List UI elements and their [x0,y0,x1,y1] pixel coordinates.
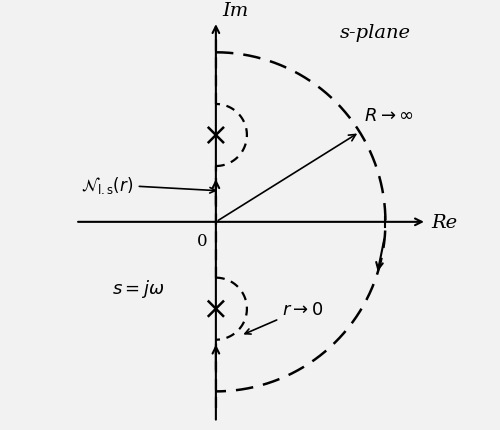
Text: s-plane: s-plane [340,24,411,42]
Text: $R \to \infty$: $R \to \infty$ [364,107,414,124]
Text: $\mathcal{N}_{\mathrm{l.s}}(r)$: $\mathcal{N}_{\mathrm{l.s}}(r)$ [82,175,216,196]
Text: $r \to 0$: $r \to 0$ [245,300,324,334]
Text: Im: Im [222,2,248,20]
Text: 0: 0 [197,233,207,249]
Text: Re: Re [431,213,457,231]
Text: $s = j\omega$: $s = j\omega$ [112,277,166,299]
